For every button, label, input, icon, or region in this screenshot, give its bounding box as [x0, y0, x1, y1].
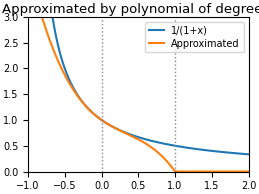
1/(1+x) — [51, 16, 54, 19]
Approximated — [191, 170, 194, 173]
Line: 1/(1+x): 1/(1+x) — [53, 18, 249, 154]
Approximated — [53, 52, 56, 54]
Line: Approximated: Approximated — [28, 17, 249, 171]
1/(1+x) — [107, 123, 110, 126]
Legend: 1/(1+x), Approximated: 1/(1+x), Approximated — [145, 22, 244, 53]
1/(1+x) — [184, 146, 187, 149]
Approximated — [106, 123, 110, 125]
Approximated — [174, 170, 177, 173]
1/(1+x) — [247, 153, 250, 156]
1/(1+x) — [221, 151, 225, 153]
1/(1+x) — [133, 135, 136, 137]
Approximated — [247, 170, 250, 173]
Title: Approximated by polynomial of degree 3: Approximated by polynomial of degree 3 — [2, 3, 259, 16]
Approximated — [27, 16, 30, 18]
1/(1+x) — [223, 151, 226, 153]
Approximated — [155, 150, 158, 152]
1/(1+x) — [223, 151, 226, 153]
Approximated — [139, 139, 142, 142]
Approximated — [59, 65, 62, 67]
